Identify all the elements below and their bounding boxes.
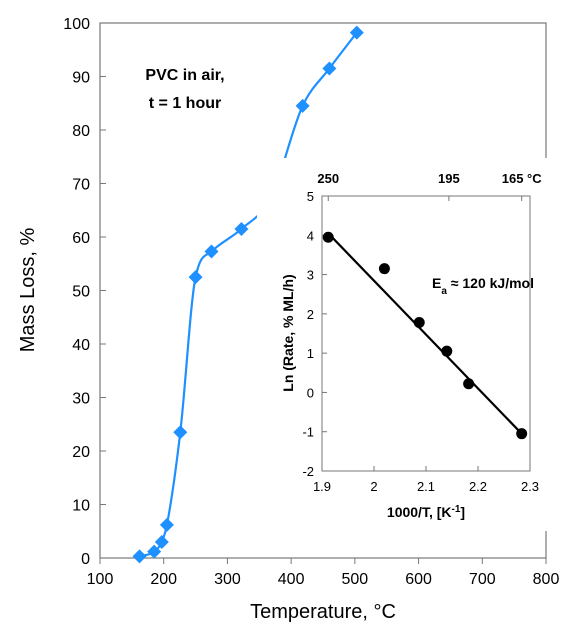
inset-x-tick-label: 1.9: [313, 479, 331, 494]
main-y-tick-label: 60: [72, 230, 90, 247]
main-data-marker: [322, 61, 337, 76]
main-data-marker: [204, 244, 219, 259]
main-x-tick-label: 800: [533, 571, 560, 588]
main-x-tick-label: 300: [214, 571, 241, 588]
inset-top-ticks: 250 195 165 °C: [317, 171, 542, 201]
main-data-marker: [147, 544, 162, 559]
main-data-marker: [132, 549, 147, 564]
main-series-markers: [132, 25, 364, 564]
main-annotation-line-1: PVC in air,: [145, 67, 224, 84]
inset-y-axis-title: Ln (Rate, % ML/h): [280, 274, 296, 391]
main-y-tick-label: 100: [63, 16, 90, 33]
main-y-tick-label: 20: [72, 444, 90, 461]
inset-x-ticks: 1.9 2 2.1 2.2 2.3: [313, 466, 539, 494]
main-x-tick-label: 200: [150, 571, 177, 588]
inset-x-tick-label: 2.1: [417, 479, 435, 494]
main-y-tick-label: 30: [72, 391, 90, 408]
inset-x-tick-label: 2.2: [469, 479, 487, 494]
main-x-tick-label: 500: [342, 571, 369, 588]
main-data-marker: [234, 221, 249, 236]
y-axis-title: Mass Loss, %: [17, 228, 39, 353]
main-data-marker: [159, 517, 174, 532]
main-data-marker: [349, 25, 364, 40]
inset-annotation: Ea ≈ 120 kJ/mol: [432, 275, 534, 297]
main-y-tick-label: 80: [72, 123, 90, 140]
inset-background: [257, 158, 554, 531]
inset-data-point: [516, 428, 528, 440]
inset-data-point: [378, 263, 390, 275]
main-x-tick-label: 400: [278, 571, 305, 588]
inset-top-tick-label: 165 °C: [502, 171, 543, 186]
main-data-marker: [173, 425, 188, 440]
inset-x-tick-label: 2: [370, 479, 377, 494]
inset-y-tick-label: 5: [307, 189, 314, 204]
inset-points: [322, 231, 528, 440]
main-y-ticks: 0 10 20 30 40 50 60 70 80 90 100: [63, 16, 106, 568]
main-y-tick-label: 90: [72, 70, 90, 87]
inset-y-tick-label: 0: [307, 385, 314, 400]
inset-y-tick-label: -2: [302, 464, 314, 479]
inset-x-tick-label: 2.3: [521, 479, 539, 494]
inset-y-tick-label: 1: [307, 346, 314, 361]
x-axis-title: Temperature, °C: [250, 601, 396, 623]
main-annotation-line-2: t = 1 hour: [149, 95, 221, 112]
inset-x-axis-title: 1000/T, [K-1]: [387, 504, 465, 521]
main-x-tick-label: 100: [87, 571, 114, 588]
inset-y-tick-label: -1: [302, 425, 314, 440]
main-y-tick-label: 0: [81, 551, 90, 568]
main-y-tick-label: 50: [72, 284, 90, 301]
inset-data-point: [441, 345, 453, 357]
inset-y-tick-label: 2: [307, 307, 314, 322]
inset-y-tick-label: 3: [307, 268, 314, 283]
main-y-tick-label: 40: [72, 337, 90, 354]
inset-y-ticks: -2 -1 0 1 2 3 4 5: [302, 189, 327, 479]
inset-top-tick-label: 250: [317, 171, 339, 186]
inset-data-point: [413, 317, 425, 328]
main-y-tick-label: 10: [72, 498, 90, 515]
inset-y-tick-label: 4: [307, 228, 314, 243]
main-x-ticks: 100 200 300 400 500 600 700 800: [87, 558, 560, 588]
main-data-marker: [295, 98, 310, 113]
inset-top-tick-label: 195: [438, 171, 460, 186]
main-x-tick-label: 600: [405, 571, 432, 588]
inset-fit-line: [327, 232, 523, 435]
inset-data-point: [463, 378, 475, 390]
main-x-tick-label: 700: [469, 571, 496, 588]
inset-data-point: [322, 231, 334, 243]
main-data-marker: [188, 270, 203, 285]
main-y-tick-label: 70: [72, 177, 90, 194]
main-data-marker: [154, 534, 169, 549]
